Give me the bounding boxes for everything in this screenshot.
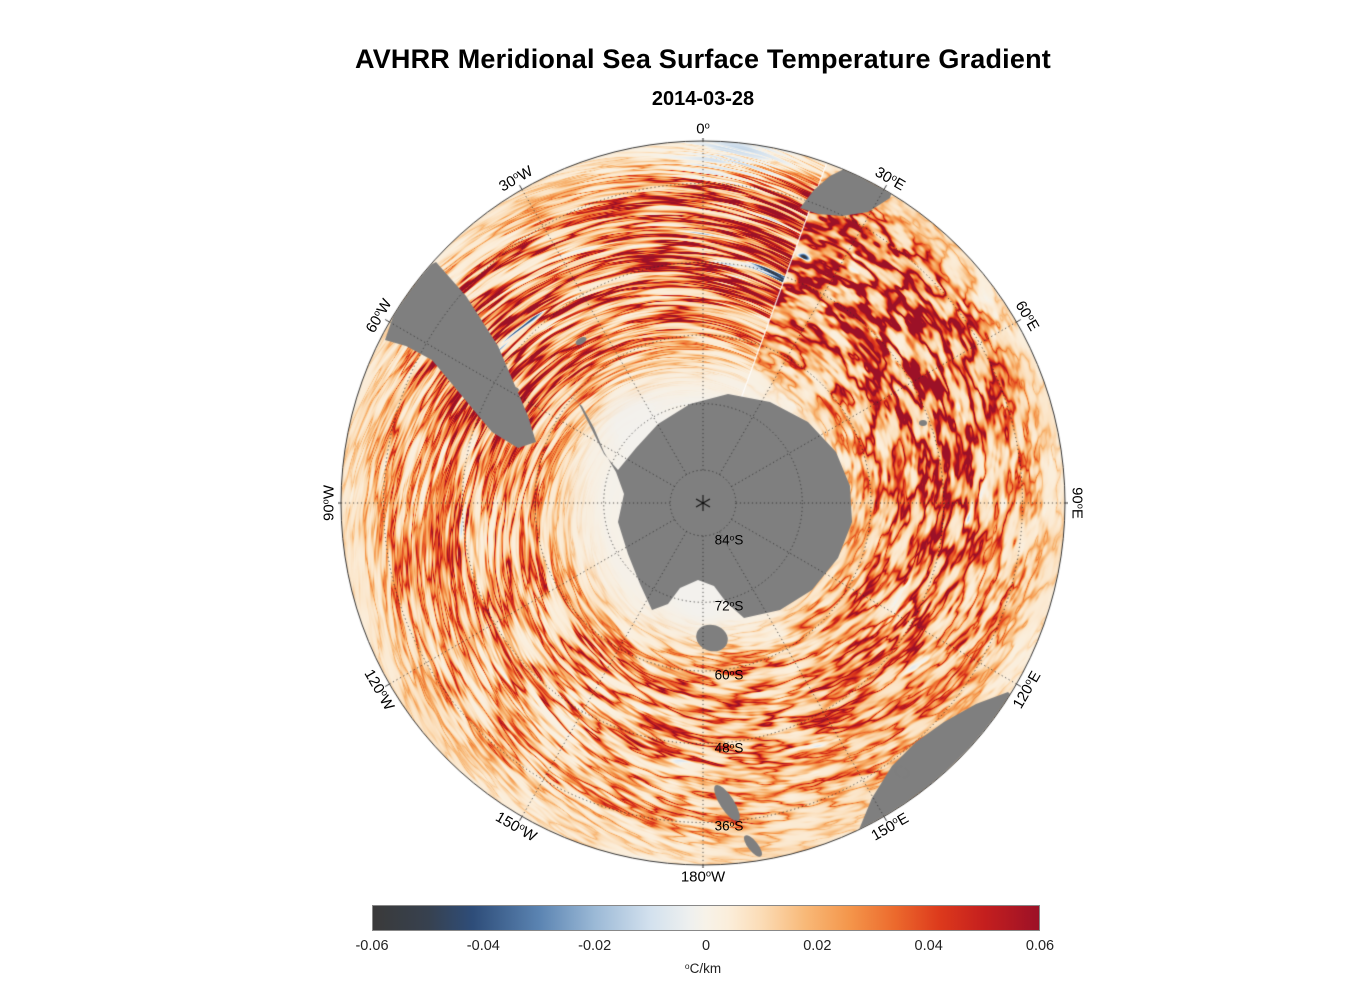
colorbar-tick--0.04: -0.04 bbox=[466, 938, 500, 954]
meridian-label-180W: 180oW bbox=[680, 868, 726, 886]
colorbar-tick-0.04: 0.04 bbox=[914, 938, 943, 954]
colorbar-tick--0.02: -0.02 bbox=[578, 938, 612, 954]
meridian-label-90W: 90oW bbox=[320, 484, 338, 522]
colorbar-tick-0: 0 bbox=[701, 938, 711, 954]
figure-title: AVHRR Meridional Sea Surface Temperature… bbox=[355, 44, 1051, 74]
meridian-label-90E: 90oE bbox=[1068, 487, 1086, 519]
colorbar-tick--0.06: -0.06 bbox=[355, 938, 389, 954]
colorbar-tick-0.06: 0.06 bbox=[1025, 938, 1055, 954]
colorbar-unit-label: oC/km bbox=[684, 960, 722, 976]
colorbar-tick-0.02: 0.02 bbox=[803, 938, 832, 954]
colorbar bbox=[372, 905, 1040, 931]
polar-map-canvas bbox=[338, 138, 1068, 868]
figure-date: 2014-03-28 bbox=[651, 88, 755, 110]
meridian-label-0: 0o bbox=[696, 120, 710, 138]
